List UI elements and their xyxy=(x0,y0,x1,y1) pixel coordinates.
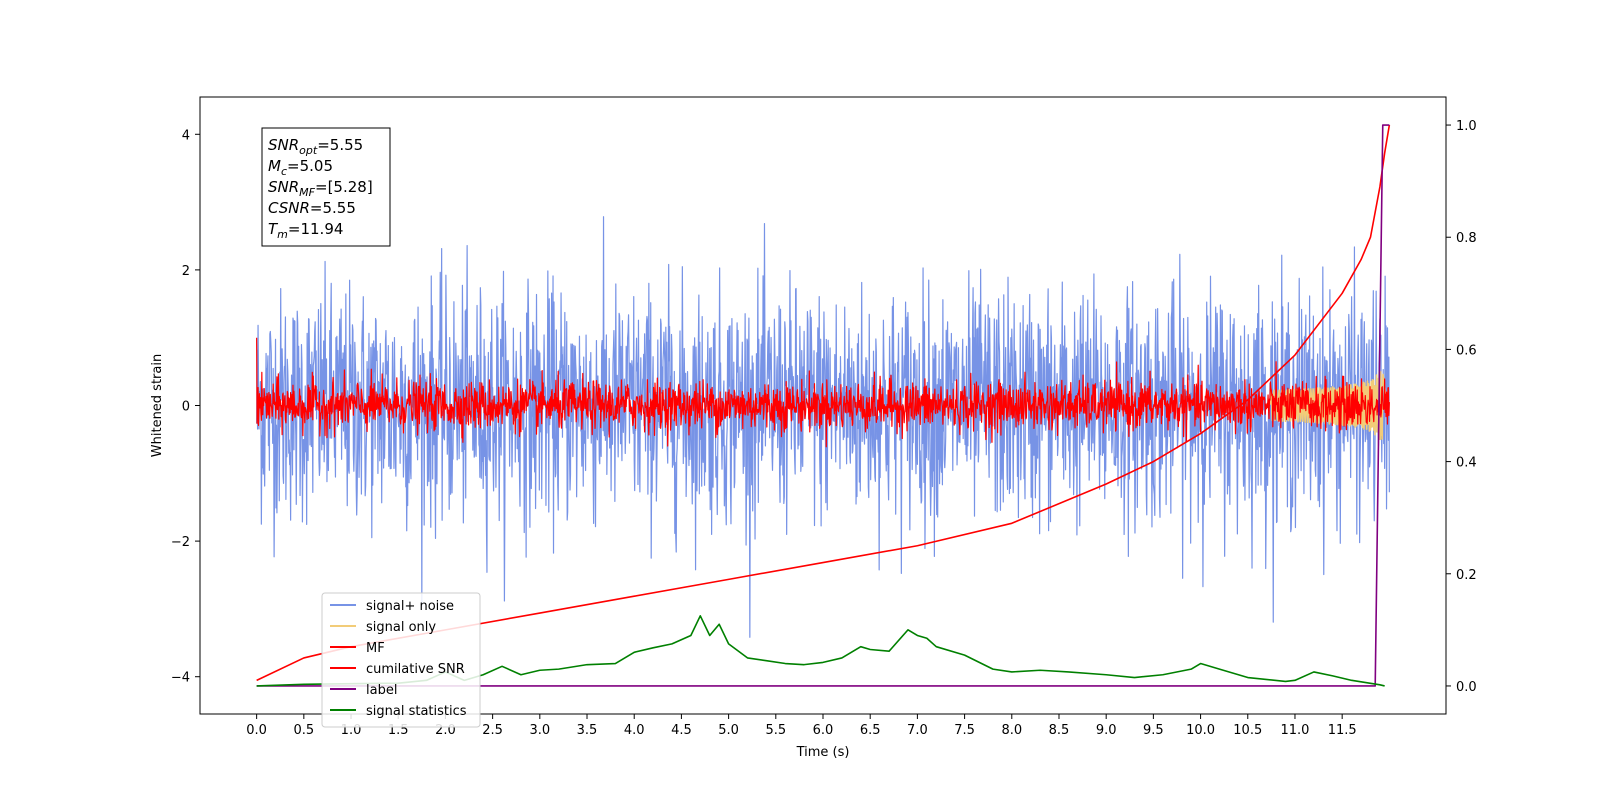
legend-entry-label: signal+ noise xyxy=(366,599,454,614)
x-tick-label: 10.5 xyxy=(1233,723,1262,738)
x-tick-label: 11.5 xyxy=(1328,723,1357,738)
y-right-tick-label: 0.0 xyxy=(1456,680,1477,695)
y-right-tick-label: 0.2 xyxy=(1456,568,1477,583)
series-line-5 xyxy=(256,615,1385,687)
x-tick-label: 0.0 xyxy=(246,723,267,738)
legend-entry-label: cumilative SNR xyxy=(366,662,465,677)
y-axis-right: 1.0 0.8 0.6 0.4 0.2 0.0 xyxy=(1446,119,1477,695)
y-left-tick-label: −4 xyxy=(171,671,190,686)
x-axis-label: Time (s) xyxy=(796,745,850,760)
annotation-line: Tm=11.94 xyxy=(268,220,343,241)
y-right-tick-label: 1.0 xyxy=(1456,119,1477,134)
annotation-line: SNRopt=5.55 xyxy=(268,136,363,157)
x-tick-label: 6.5 xyxy=(860,723,881,738)
x-tick-label: 5.5 xyxy=(765,723,786,738)
x-tick-label: 4.5 xyxy=(671,723,692,738)
series-line-4 xyxy=(256,124,1390,687)
annotation-line: CSNR=5.55 xyxy=(268,199,356,217)
legend-entry-label: signal statistics xyxy=(366,704,467,719)
annotation-value: =5.05 xyxy=(287,157,333,175)
annotation-line: SNRMF=[5.28] xyxy=(268,178,373,199)
x-tick-label: 0.5 xyxy=(293,723,314,738)
x-tick-label: 9.5 xyxy=(1143,723,1164,738)
series-line-2 xyxy=(256,337,1390,448)
x-tick-label: 7.0 xyxy=(907,723,928,738)
legend-frame xyxy=(321,592,481,728)
annotation-value: =5.55 xyxy=(310,199,356,217)
annotation-symbol: M xyxy=(268,157,281,175)
y-left-tick-label: 4 xyxy=(182,128,190,143)
x-tick-label: 9.0 xyxy=(1096,723,1117,738)
annotation-subscript: c xyxy=(281,165,287,178)
y-left-tick-label: 0 xyxy=(182,400,190,415)
x-tick-label: 7.5 xyxy=(954,723,975,738)
x-tick-label: 5.0 xyxy=(718,723,739,738)
x-tick-label: 10.0 xyxy=(1186,723,1215,738)
annotation-subscript: MF xyxy=(299,186,315,199)
legend-entry-label: signal only xyxy=(366,620,436,635)
y-right-tick-label: 0.6 xyxy=(1456,343,1477,358)
x-tick-label: 8.0 xyxy=(1001,723,1022,738)
y-left-tick-label: 2 xyxy=(182,264,190,279)
y-axis-left: 4 2 0 −2 −4 xyxy=(171,128,200,686)
snr-annotation-box: SNRopt=5.55Mc=5.05SNRMF=[5.28]CSNR=5.55T… xyxy=(261,127,391,247)
y-axis-label: Whitened strain xyxy=(150,354,165,457)
legend-entry-label: MF xyxy=(366,641,385,656)
x-tick-label: 4.0 xyxy=(624,723,645,738)
x-tick-label: 6.0 xyxy=(813,723,834,738)
annotation-symbol: CSNR xyxy=(268,199,310,217)
annotation-symbol: T xyxy=(268,220,279,238)
legend: signal+ noise signal only MF cumilative SNR… xyxy=(321,592,481,728)
x-tick-label: 3.0 xyxy=(529,723,550,738)
x-tick-label: 3.5 xyxy=(577,723,598,738)
annotation-subscript: opt xyxy=(299,144,318,157)
y-right-tick-label: 0.4 xyxy=(1456,456,1477,471)
annotation-value: =[5.28] xyxy=(315,178,373,196)
y-right-tick-label: 0.8 xyxy=(1456,231,1477,246)
annotation-subscript: m xyxy=(277,228,288,241)
legend-entry-label: label xyxy=(366,683,397,698)
x-tick-label: 8.5 xyxy=(1049,723,1070,738)
x-tick-label: 11.0 xyxy=(1280,723,1309,738)
x-tick-label: 2.5 xyxy=(482,723,503,738)
annotation-line: Mc=5.05 xyxy=(268,157,333,178)
annotation-symbol: SNR xyxy=(268,178,299,196)
annotation-value: =5.55 xyxy=(317,136,363,154)
annotation-symbol: SNR xyxy=(268,136,299,154)
annotation-frame xyxy=(261,127,391,247)
annotation-value: =11.94 xyxy=(288,220,344,238)
y-left-tick-label: −2 xyxy=(171,535,190,550)
